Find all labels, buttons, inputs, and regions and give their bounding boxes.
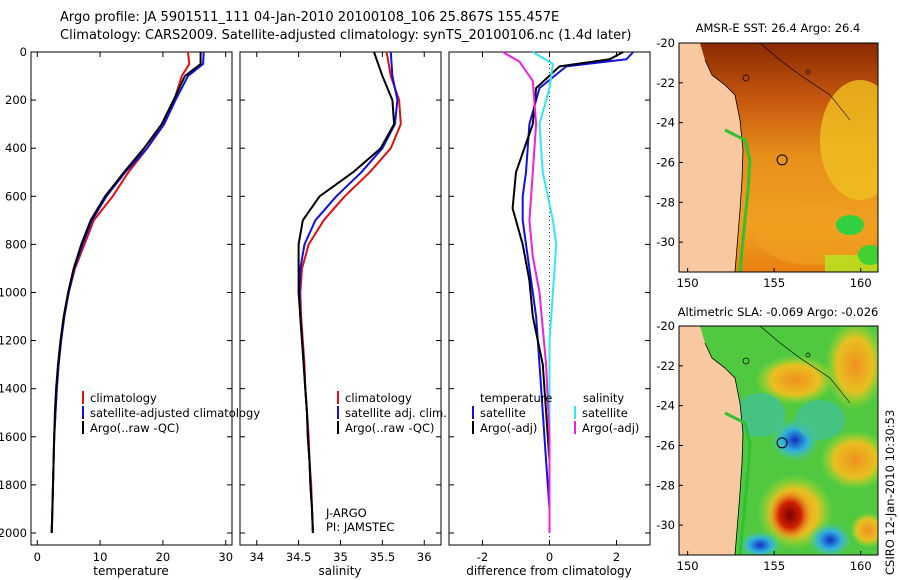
map-x-tick-label: 160 (850, 559, 872, 573)
x-tick-label: 30 (218, 550, 233, 564)
jargo-annotation: J-ARGO (325, 506, 367, 520)
x-tick-label: 35 (333, 550, 348, 564)
series-line-climatology (50, 51, 191, 534)
x-tick-label: 34.5 (286, 550, 312, 564)
difference-axis-label: difference from climatology (466, 564, 632, 578)
map-x-tick-label: 150 (677, 559, 699, 573)
x-tick-label: 20 (156, 550, 171, 564)
map-y-tick-label: -22 (656, 359, 675, 373)
sst-map-title: AMSR-E SST: 26.4 Argo: 26.4 (696, 21, 861, 35)
sst-map (679, 43, 878, 272)
x-tick-label: 36 (417, 550, 432, 564)
y-tick-label: 200 (5, 93, 27, 107)
y-tick-label: 600 (5, 189, 27, 203)
difference-panel: -2 0 2 (449, 51, 650, 564)
y-tick-label: 1200 (0, 334, 27, 348)
sla-map (679, 326, 878, 555)
salinity-panel-frame (239, 51, 442, 546)
sla-map-frame (678, 325, 879, 556)
map-y-tick-label: -22 (656, 76, 675, 90)
legend-sal-satellite: satellite (582, 406, 628, 420)
map-x-tick-label: 155 (763, 276, 785, 290)
sla-map-axes: 150 155 160 -20 -22 -24 -26 -28 -30 (656, 319, 871, 573)
salinity-panel: 34 34.5 35 35.5 36 (240, 51, 441, 564)
x-tick-label: 34 (249, 550, 264, 564)
map-y-tick-label: -24 (656, 116, 675, 130)
temperature-axis-label: temperature (93, 564, 168, 578)
map-x-tick-label: 155 (763, 559, 785, 573)
y-tick-label: 1800 (0, 478, 27, 492)
legend-temp-satellite: satellite (480, 406, 526, 420)
map-y-tick-label: -30 (656, 235, 675, 249)
y-tick-label: 1600 (0, 430, 27, 444)
difference-legend: temperature satellite Argo(-adj) salinit… (472, 391, 639, 435)
map-y-tick-label: -28 (656, 195, 675, 209)
y-tick-label: 0 (20, 45, 27, 59)
x-tick-label: 0 (546, 550, 553, 564)
y-tick-label: 400 (5, 141, 27, 155)
legend-temperature-header: temperature (480, 391, 552, 405)
x-tick-label: 0 (34, 550, 41, 564)
temperature-legend: climatology satellite-adjusted climatolo… (82, 391, 260, 435)
series-line-temperature-argo-adj- (511, 51, 624, 533)
map-y-tick-label: -24 (656, 399, 675, 413)
series-line-salinity-argo-adj- (502, 51, 551, 533)
map-x-tick-label: 150 (677, 276, 699, 290)
temperature-panel: 0 10 20 30 0 200 400 600 800 1000 1200 1400 1600 1800… (0, 45, 233, 564)
map-y-tick-label: -26 (656, 155, 675, 169)
legend-sal-argo: Argo(-adj) (582, 421, 639, 435)
legend-salinity-header: salinity (583, 391, 624, 405)
sst-map-frame (678, 42, 879, 273)
legend-argo: Argo(..raw -QC) (345, 421, 435, 435)
y-tick-label: 1400 (0, 382, 27, 396)
y-tick-label: 800 (5, 237, 27, 251)
series-line-climatology (299, 51, 402, 534)
map-y-tick-label: -20 (656, 36, 675, 50)
header-title-line1: Argo profile: JA 5901511_111 04-Jan-2010… (60, 10, 560, 25)
series-line-argo-raw-qc- (297, 51, 396, 534)
legend-satellite-adj: satellite adj. clim. (345, 406, 447, 420)
salinity-axis-label: salinity (318, 564, 361, 578)
map-y-tick-label: -30 (656, 518, 675, 532)
map-y-tick-label: -20 (656, 319, 675, 333)
legend-climatology: climatology (345, 391, 412, 405)
x-tick-label: -2 (477, 550, 488, 564)
series-line-satellite-adj-clim- (298, 51, 399, 534)
series-line-argo-raw-qc- (50, 52, 202, 534)
pi-annotation: PI: JAMSTEC (326, 520, 394, 534)
x-tick-label: 35.5 (370, 550, 396, 564)
legend-argo: Argo(..raw -QC) (90, 421, 180, 435)
argo-location-marker (776, 154, 788, 166)
series-line-salinity-satellite (532, 51, 558, 533)
salinity-legend: climatology satellite adj. clim. Argo(..… (337, 391, 447, 435)
header-title-line2: Climatology: CARS2009. Satellite-adjuste… (60, 28, 632, 43)
argo-location-marker (776, 437, 788, 449)
temperature-panel-frame (30, 51, 233, 546)
y-tick-label: 1000 (0, 285, 27, 299)
sla-map-title: Altimetric SLA: -0.069 Argo: -0.026 (678, 305, 879, 319)
side-timestamp-label: CSIRO 12-Jan-2010 10:30:53 (883, 410, 897, 575)
legend-satellite-adjusted: satellite-adjusted climatology (90, 406, 260, 420)
sst-map-axes: 150 155 160 -20 -22 -24 -26 -28 -30 (656, 36, 871, 290)
map-y-tick-label: -28 (656, 478, 675, 492)
y-tick-label: 2000 (0, 526, 27, 540)
legend-climatology: climatology (90, 391, 157, 405)
legend-temp-argo: Argo(-adj) (480, 421, 537, 435)
x-tick-label: 2 (613, 550, 620, 564)
series-line-satellite-adjusted-climatology (50, 51, 205, 534)
series-line-temperature-satellite (521, 51, 635, 533)
map-x-tick-label: 160 (850, 276, 872, 290)
map-y-tick-label: -26 (656, 438, 675, 452)
x-tick-label: 10 (93, 550, 108, 564)
